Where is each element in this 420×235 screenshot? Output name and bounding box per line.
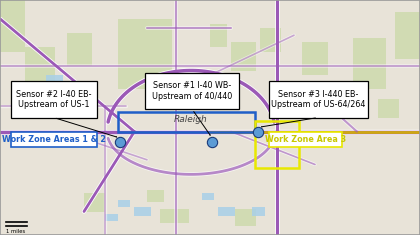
Bar bbox=[67, 33, 92, 66]
Text: Sensor #1 I-40 WB-
Upstream of 40/440: Sensor #1 I-40 WB- Upstream of 40/440 bbox=[152, 81, 232, 101]
Bar bbox=[134, 207, 151, 216]
Text: Raleigh: Raleigh bbox=[174, 115, 208, 124]
Bar bbox=[145, 73, 239, 109]
Text: Work Zone Area 3: Work Zone Area 3 bbox=[265, 135, 346, 144]
Bar bbox=[147, 190, 164, 202]
Text: Sensor #2 I-40 EB-
Upstream of US-1: Sensor #2 I-40 EB- Upstream of US-1 bbox=[16, 90, 91, 109]
Bar bbox=[395, 12, 420, 59]
Point bbox=[209, 140, 215, 144]
Bar bbox=[235, 209, 256, 226]
Bar bbox=[25, 47, 55, 94]
Bar bbox=[105, 214, 118, 221]
Bar bbox=[10, 132, 97, 147]
Bar bbox=[328, 92, 344, 106]
Bar bbox=[118, 19, 172, 89]
Bar bbox=[118, 112, 255, 132]
Bar bbox=[84, 193, 105, 212]
Point bbox=[116, 140, 123, 144]
Point bbox=[255, 130, 262, 133]
Bar bbox=[255, 121, 299, 168]
Bar bbox=[353, 38, 386, 89]
Text: 1 miles
2 km: 1 miles 2 km bbox=[6, 229, 26, 235]
Bar bbox=[378, 99, 399, 118]
Bar bbox=[210, 24, 227, 47]
Bar bbox=[160, 209, 189, 223]
Bar bbox=[10, 81, 97, 118]
Bar bbox=[42, 96, 55, 106]
Text: Work Zone Areas 1 & 2: Work Zone Areas 1 & 2 bbox=[2, 135, 105, 144]
Bar bbox=[252, 207, 265, 216]
Bar bbox=[0, 0, 25, 52]
Bar bbox=[202, 193, 214, 200]
Text: Sensor #3 I-440 EB-
Upstream of US-64/264: Sensor #3 I-440 EB- Upstream of US-64/26… bbox=[271, 90, 365, 109]
Bar bbox=[231, 42, 256, 70]
Bar bbox=[218, 207, 235, 216]
Bar bbox=[46, 75, 63, 89]
Bar bbox=[260, 28, 281, 52]
Bar bbox=[302, 42, 328, 75]
Bar bbox=[269, 132, 342, 147]
Bar bbox=[269, 81, 368, 118]
Bar bbox=[118, 200, 130, 207]
